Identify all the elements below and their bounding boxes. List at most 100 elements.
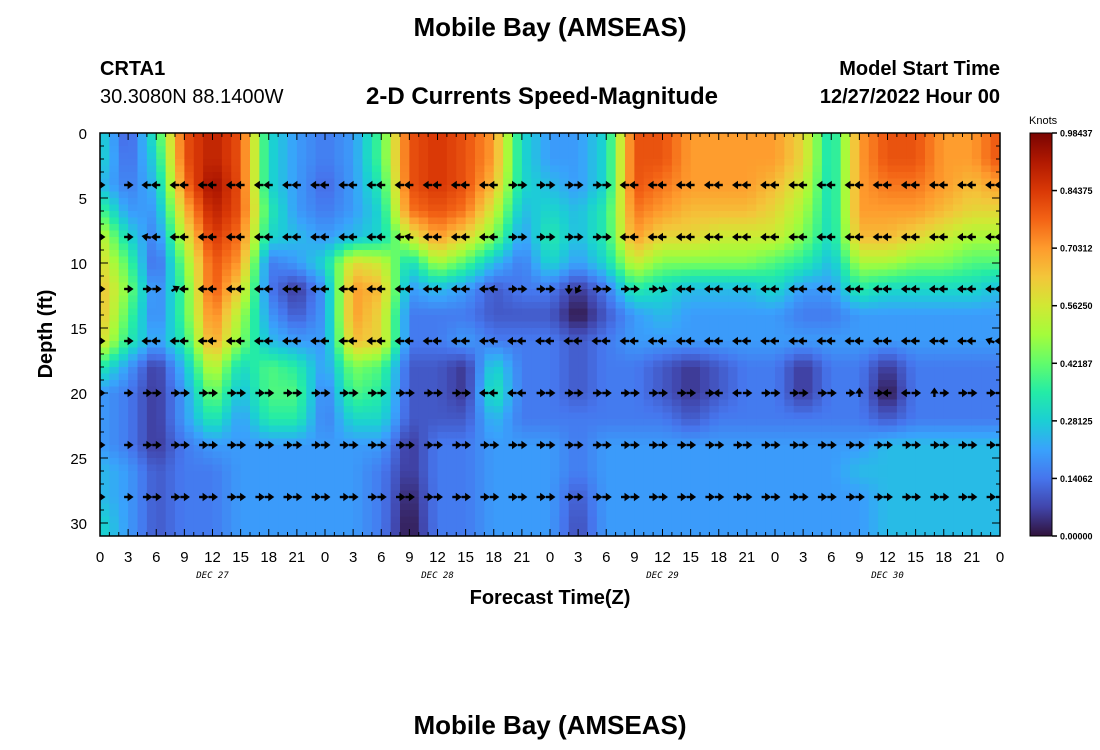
heatmap-cell <box>315 438 326 446</box>
heatmap-cell <box>456 406 467 414</box>
heatmap-cell <box>812 230 823 238</box>
heatmap-cell <box>634 373 645 381</box>
heatmap-cell <box>409 165 420 173</box>
heatmap-cell <box>193 250 204 258</box>
heatmap-cell <box>925 419 935 427</box>
heatmap-cell <box>606 295 617 303</box>
heatmap-cell <box>512 451 523 459</box>
heatmap-cell <box>362 217 373 225</box>
heatmap-cell <box>128 406 139 414</box>
heatmap-cell <box>146 412 157 420</box>
heatmap-cell <box>775 198 785 206</box>
heatmap-cell <box>578 451 589 459</box>
heatmap-cell <box>971 425 982 433</box>
heatmap-cell <box>353 250 364 258</box>
heatmap-cell <box>465 347 476 355</box>
heatmap-cell <box>400 445 410 453</box>
heatmap-cell <box>475 406 485 414</box>
heatmap-cell <box>100 185 110 193</box>
heatmap-cell <box>850 198 860 206</box>
heatmap-cell <box>681 172 692 180</box>
heatmap-cell <box>165 276 176 284</box>
heatmap-cell <box>775 328 785 336</box>
heatmap-cell <box>400 165 410 173</box>
heatmap-cell <box>437 237 448 245</box>
heatmap-cell <box>334 308 345 316</box>
heatmap-cell <box>878 315 889 323</box>
heatmap-cell <box>765 198 776 206</box>
heatmap-cell <box>962 451 973 459</box>
heatmap-cell <box>934 328 945 336</box>
heatmap-cell <box>962 432 973 440</box>
heatmap-cell <box>203 360 214 368</box>
heatmap-cell <box>643 458 654 466</box>
heatmap-cell <box>906 178 917 186</box>
heatmap-cell <box>325 386 335 394</box>
heatmap-cell <box>118 276 129 284</box>
heatmap-cell <box>512 360 523 368</box>
heatmap-cell <box>493 198 504 206</box>
heatmap-cell <box>784 354 795 362</box>
heatmap-cell <box>906 458 917 466</box>
heatmap-cell <box>137 289 148 297</box>
heatmap-cell <box>231 419 242 427</box>
heatmap-cell <box>971 237 982 245</box>
heatmap-cell <box>821 243 832 251</box>
heatmap-cell <box>446 399 457 407</box>
heatmap-cell <box>896 139 907 147</box>
heatmap-cell <box>681 230 692 238</box>
heatmap-cell <box>746 328 757 336</box>
heatmap-cell <box>728 458 739 466</box>
heatmap-cell <box>146 438 157 446</box>
heatmap-cell <box>540 425 551 433</box>
heatmap-cell <box>728 464 739 472</box>
heatmap-cell <box>756 243 767 251</box>
heatmap-cell <box>325 256 335 264</box>
heatmap-cell <box>690 464 701 472</box>
heatmap-cell <box>118 393 129 401</box>
heatmap-cell <box>840 432 851 440</box>
heatmap-cell <box>390 334 401 342</box>
heatmap-cell <box>812 328 823 336</box>
heatmap-cell <box>596 380 607 388</box>
heatmap-cell <box>465 204 476 212</box>
heatmap-cell <box>943 438 954 446</box>
heatmap-cell <box>793 425 804 433</box>
heatmap-cell <box>587 399 598 407</box>
heatmap-cell <box>465 386 476 394</box>
heatmap-cell <box>559 445 570 453</box>
heatmap-cell <box>287 217 298 225</box>
heatmap-cell <box>878 341 889 349</box>
heatmap-cell <box>953 341 964 349</box>
heatmap-cell <box>643 354 654 362</box>
heatmap-cell <box>212 354 223 362</box>
heatmap-cell <box>118 399 129 407</box>
heatmap-cell <box>109 380 120 388</box>
heatmap-cell <box>296 230 307 238</box>
heatmap-cell <box>512 133 523 141</box>
heatmap-cell <box>568 172 579 180</box>
heatmap-cell <box>756 204 767 212</box>
heatmap-cell <box>381 360 392 368</box>
heatmap-cell <box>690 211 701 219</box>
heatmap-cell <box>728 250 739 258</box>
heatmap-cell <box>540 373 551 381</box>
heatmap-cell <box>400 464 410 472</box>
heatmap-cell <box>671 328 682 336</box>
heatmap-cell <box>165 172 176 180</box>
heatmap-cell <box>343 386 354 394</box>
heatmap-cell <box>193 419 204 427</box>
heatmap-cell <box>193 295 204 303</box>
heatmap-cell <box>231 412 242 420</box>
heatmap-cell <box>868 380 879 388</box>
heatmap-cell <box>146 406 157 414</box>
heatmap-cell <box>503 204 514 212</box>
heatmap-cell <box>559 360 570 368</box>
heatmap-cell <box>578 373 589 381</box>
heatmap-cell <box>521 139 532 147</box>
heatmap-cell <box>456 165 467 173</box>
heatmap-cell <box>109 289 120 297</box>
heatmap-cell <box>203 347 214 355</box>
heatmap-cell <box>221 211 232 219</box>
heatmap-cell <box>728 243 739 251</box>
